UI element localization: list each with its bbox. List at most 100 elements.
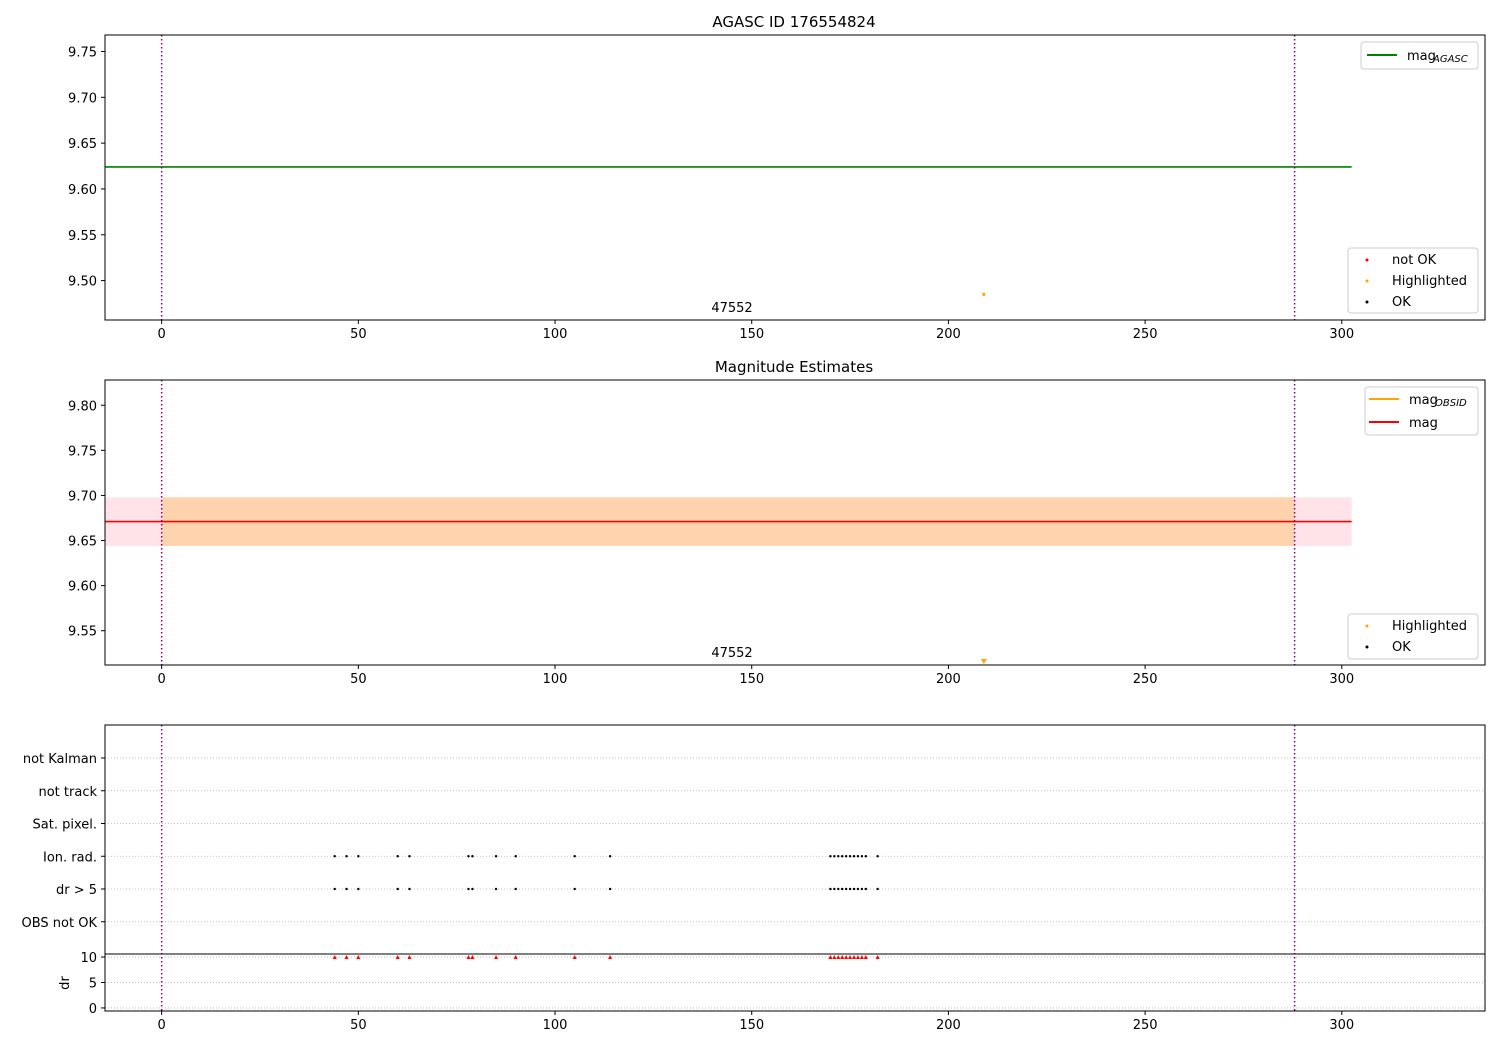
dr-clipped-marker [875,955,880,960]
panel1-legend-upper: mag AGASC [1360,41,1479,70]
ytick-label-3: 9.70 [68,489,97,504]
xtick-label-1: 50 [350,327,367,342]
dr-clipped-marker [344,955,349,960]
panel1-title: AGASC ID 176554824 [712,13,875,31]
dr-clipped-marker [828,955,833,960]
legend-not-ok-label: not OK [1392,253,1437,268]
flag-point [408,887,411,891]
flag-point [876,887,879,891]
panel3-frame [104,724,1486,1012]
panel1-axes: 0 50 100 150 200 250 300 9.50 9.55 9.60 9.65 9.70 9.… [68,45,1354,342]
flag-point [860,887,864,891]
panel-flags: not Kalman not track Sat. pixel. Ion. rad. d… [22,724,1486,1033]
panel1-frame [104,34,1486,321]
dr-clipped-marker [608,955,613,960]
dr-clipped-marker [855,955,860,960]
dr-clipped-marker [494,955,499,960]
flag-point [841,887,844,891]
xtick-label-4: 200 [936,327,961,342]
flag-point [844,855,848,858]
flag-point [848,887,852,891]
dr-clipped-marker [332,955,337,960]
panel2-frame [104,379,1486,666]
flag-point [876,855,879,858]
panel-magnitude-estimates: Magnitude Estimates 0 50 100 150 200 250 300 9.… [68,358,1486,687]
ytick-label-4: 9.70 [68,91,97,106]
highlighted-point-0 [982,292,986,296]
flag-point [408,855,411,858]
flag-point [494,887,498,891]
xtick-label-6: 300 [1329,672,1354,687]
flag-point [514,887,517,891]
dr-clipped-marker [832,955,837,960]
flag-point [573,855,576,858]
xtick-label-1: 50 [350,1018,367,1033]
xtick-label-4: 200 [936,1018,961,1033]
dr-clipped-marker [407,955,412,960]
flag-point [852,855,856,858]
legend-highlighted-label: Highlighted [1392,274,1467,289]
flag-point [514,855,517,858]
ytick-label-1: 9.55 [68,229,97,244]
dr-clipped-marker [572,955,577,960]
flag-label-3: Ion. rad. [43,850,97,865]
flag-point [833,887,836,891]
flag-point [467,887,470,891]
xtick-label-3: 150 [739,327,764,342]
ytick-label-5: 9.75 [68,45,97,60]
flag-label-0: not Kalman [23,752,97,767]
xtick-label-0: 0 [158,327,166,342]
dr-clipped-marker [466,955,471,960]
ytick-label-2: 9.65 [68,535,97,550]
panel3-plot-area [105,725,1485,1011]
flag-point [573,887,576,891]
ytick-label-4: 9.75 [68,444,97,459]
legend2-ok-label: OK [1392,640,1411,655]
flag-point [494,855,498,858]
xtick-label-0: 0 [158,1018,166,1033]
flag-point [841,855,844,858]
flag-point [467,855,470,858]
flag-point [864,855,868,858]
legend-mag-agasc-sub: AGASC [1432,54,1468,65]
dr-tick-label-2: 10 [80,951,97,966]
xtick-label-2: 100 [543,672,568,687]
ytick-label-0: 9.50 [68,275,97,290]
legend-mag-obsid-sub: OBSID [1435,398,1467,409]
xtick-label-5: 250 [1133,672,1158,687]
flag-label-4: dr > 5 [56,883,97,898]
dr-clipped-marker [513,955,518,960]
flag-point [856,887,860,891]
flag-point [856,855,860,858]
panel2-legend-upper: mag OBSID mag [1364,386,1479,436]
xtick-label-2: 100 [543,1018,568,1033]
xtick-label-5: 250 [1133,327,1158,342]
dr-clipped-marker [840,955,845,960]
legend-mag-agasc-label: mag [1407,49,1436,64]
dr-tick-label-0: 0 [89,1002,97,1017]
panel2-legend-lower: Highlighted OK [1347,613,1479,660]
legend-mag-label: mag [1409,416,1438,431]
dr-clipped-marker [470,955,475,960]
flag-point [829,855,832,858]
dr-clipped-marker [852,955,857,960]
flag-point [345,887,348,891]
flag-point [345,855,348,858]
flag-point [837,887,840,891]
legend2-highlighted-label: Highlighted [1392,619,1467,634]
ytick-label-1: 9.60 [68,580,97,595]
xtick-label-4: 200 [936,672,961,687]
xtick-label-0: 0 [158,672,166,687]
panel2-plot-area [105,380,1352,665]
panel1-obsid-label: 47552 [711,301,752,316]
dr-clipped-marker [859,955,864,960]
xtick-label-1: 50 [350,672,367,687]
xtick-label-5: 250 [1133,1018,1158,1033]
panel-agasc: AGASC ID 176554824 0 50 100 150 200 250 300 9.5… [68,13,1486,342]
dr-clipped-marker [356,955,361,960]
panel1-legend-lower: not OK Highlighted OK [1347,247,1479,314]
panel2-title: Magnitude Estimates [715,358,873,376]
legend-ok-label: OK [1392,295,1411,310]
flag-label-1: not track [38,785,97,800]
panel3-axes: not Kalman not track Sat. pixel. Ion. rad. d… [22,752,1355,1033]
